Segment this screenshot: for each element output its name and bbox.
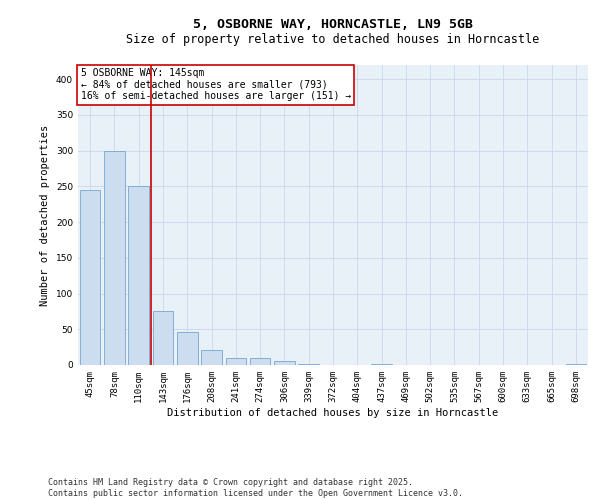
Bar <box>371 364 392 365</box>
Bar <box>226 358 246 365</box>
Bar <box>104 150 125 365</box>
Bar <box>566 364 586 365</box>
Bar <box>298 364 319 365</box>
Y-axis label: Number of detached properties: Number of detached properties <box>40 124 50 306</box>
Text: 5 OSBORNE WAY: 145sqm
← 84% of detached houses are smaller (793)
16% of semi-det: 5 OSBORNE WAY: 145sqm ← 84% of detached … <box>80 68 351 101</box>
Bar <box>128 186 149 365</box>
Bar <box>80 190 100 365</box>
Bar <box>274 360 295 365</box>
Bar <box>201 350 222 365</box>
Text: 5, OSBORNE WAY, HORNCASTLE, LN9 5GB: 5, OSBORNE WAY, HORNCASTLE, LN9 5GB <box>193 18 473 30</box>
Text: Size of property relative to detached houses in Horncastle: Size of property relative to detached ho… <box>127 32 539 46</box>
Bar <box>250 358 271 365</box>
Bar <box>152 312 173 365</box>
Bar <box>177 332 197 365</box>
Text: Contains HM Land Registry data © Crown copyright and database right 2025.
Contai: Contains HM Land Registry data © Crown c… <box>48 478 463 498</box>
X-axis label: Distribution of detached houses by size in Horncastle: Distribution of detached houses by size … <box>167 408 499 418</box>
